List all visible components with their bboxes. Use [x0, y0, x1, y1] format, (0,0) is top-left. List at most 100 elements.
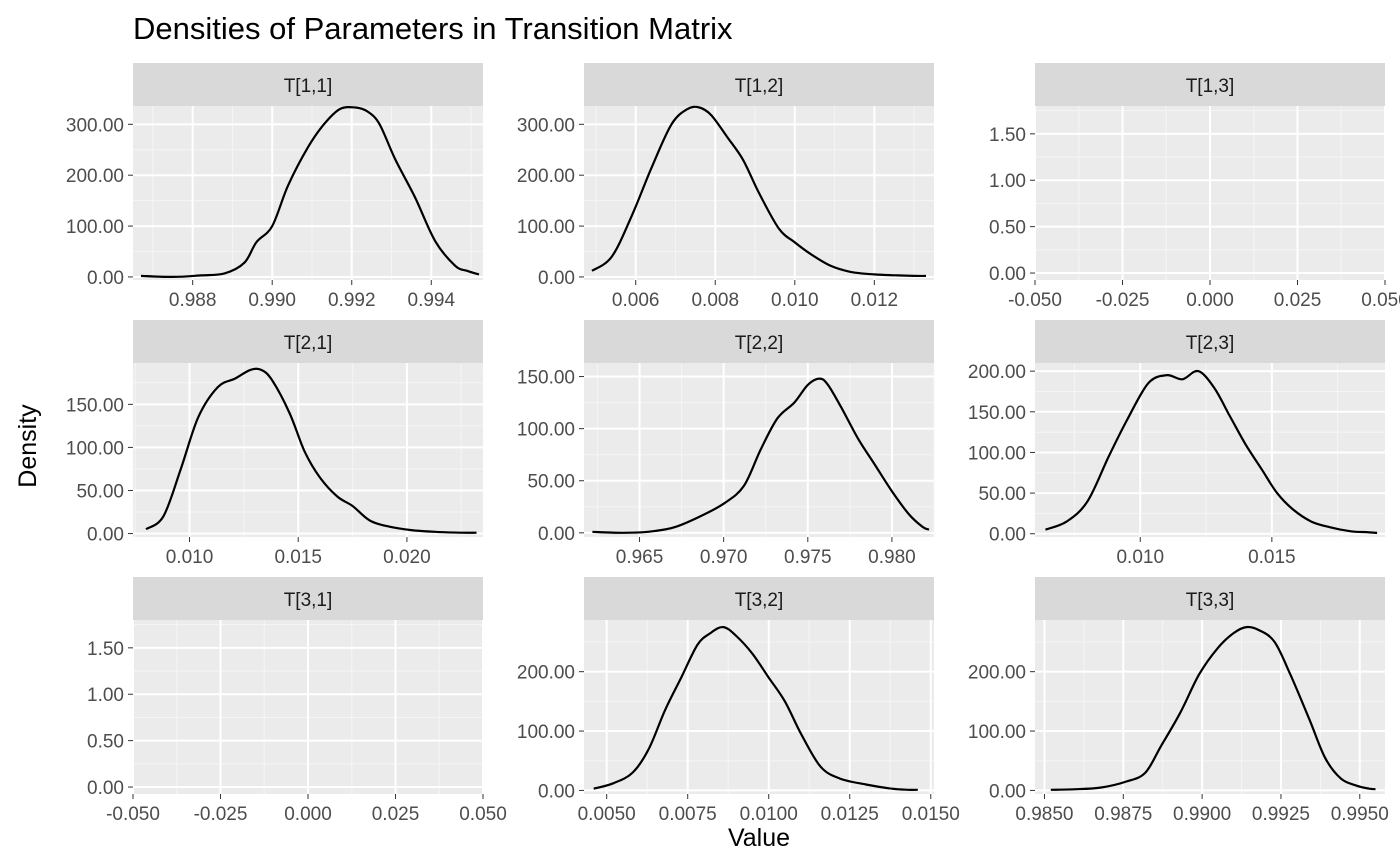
- y-tick-label: 0.00: [989, 525, 1026, 546]
- y-axis-title: Density: [14, 404, 42, 488]
- y-tick-label: 1.50: [87, 639, 124, 660]
- x-tick-label: 0.990: [248, 290, 296, 311]
- y-tick-label: 0.00: [87, 778, 124, 799]
- density-curve: [593, 625, 918, 791]
- facet-panels: T[1,1] 0.988 0.990 0.992 0.994 0.00 100.00 200.…: [66, 63, 1400, 825]
- x-tick-label: 0.0125: [821, 804, 879, 825]
- facet-strip: [1035, 577, 1385, 620]
- y-tick-label: 100.00: [517, 217, 575, 238]
- x-tick-label: 0.025: [1274, 290, 1322, 311]
- x-tick-label: 0.0100: [740, 804, 798, 825]
- density-curve: [592, 377, 930, 534]
- x-axis-title: Value: [728, 824, 790, 852]
- y-tick-label: 0.50: [989, 218, 1026, 239]
- y-tick-label: 200.00: [968, 663, 1026, 684]
- y-tick-label: 50.00: [76, 481, 124, 502]
- y-tick-label: 0.00: [87, 268, 124, 289]
- x-tick-label: 0.000: [1186, 290, 1234, 311]
- facet-label: T[3,3]: [1186, 590, 1235, 611]
- panel-background: [1035, 363, 1385, 537]
- facet-strip: [1035, 63, 1385, 106]
- x-tick-label: 0.988: [169, 290, 217, 311]
- x-tick-label: 0.970: [700, 547, 748, 568]
- x-tick-label: 0.992: [328, 290, 376, 311]
- y-tick-label: 150.00: [968, 403, 1026, 424]
- facet-panel: T[3,1] -0.050 -0.025 0.000 0.025 0.050 0.00 0.5…: [87, 577, 507, 825]
- facet-panel: T[1,1] 0.988 0.990 0.992 0.994 0.00 100.00 200.…: [66, 63, 483, 311]
- x-tick-label: 0.994: [408, 290, 456, 311]
- y-tick-label: 300.00: [66, 115, 124, 136]
- y-tick-label: 100.00: [517, 722, 575, 743]
- y-tick-label: 1.00: [989, 171, 1026, 192]
- x-tick-label: 0.9950: [1331, 804, 1389, 825]
- facet-strip: [584, 320, 934, 363]
- y-tick-label: 0.50: [87, 732, 124, 753]
- x-tick-label: -0.050: [106, 804, 160, 825]
- x-tick-label: 0.0075: [659, 804, 717, 825]
- y-tick-label: 0.00: [538, 524, 575, 545]
- x-tick-label: 0.965: [616, 547, 664, 568]
- y-tick-label: 150.00: [517, 368, 575, 389]
- x-tick-label: 0.015: [1248, 547, 1296, 568]
- facet-strip: [584, 63, 934, 106]
- y-tick-label: 0.00: [538, 268, 575, 289]
- facet-panel: T[3,2] 0.0050 0.0075 0.0100 0.0125 0.0150 0.00…: [517, 577, 960, 825]
- x-tick-label: -0.025: [1096, 290, 1150, 311]
- y-tick-label: 200.00: [66, 166, 124, 187]
- y-tick-label: 1.50: [989, 125, 1026, 146]
- facet-label: T[3,2]: [735, 590, 784, 611]
- x-tick-label: 0.980: [868, 547, 916, 568]
- facet-label: T[1,2]: [735, 76, 784, 97]
- y-tick-label: 100.00: [968, 722, 1026, 743]
- y-tick-label: 1.00: [87, 685, 124, 706]
- facet-strip: [133, 63, 483, 106]
- y-tick-label: 0.00: [989, 781, 1026, 802]
- facet-strip: [133, 577, 483, 620]
- facet-strip: [1035, 320, 1385, 363]
- y-tick-label: 300.00: [517, 115, 575, 136]
- panel-background: [133, 363, 483, 537]
- facet-label: T[1,1]: [284, 76, 333, 97]
- y-tick-label: 0.00: [989, 264, 1026, 285]
- x-tick-label: 0.010: [166, 547, 214, 568]
- density-curve: [140, 105, 480, 279]
- facet-label: T[2,2]: [735, 333, 784, 354]
- y-tick-label: 100.00: [517, 420, 575, 441]
- facet-panel: T[2,3] 0.010 0.015 0.00 50.00 100.00 150.00 200…: [968, 320, 1385, 568]
- density-curve: [145, 367, 477, 534]
- facet-label: T[1,3]: [1186, 76, 1235, 97]
- x-tick-label: 0.9900: [1173, 804, 1231, 825]
- y-tick-label: 100.00: [66, 438, 124, 459]
- y-tick-label: 0.00: [538, 781, 575, 802]
- y-tick-label: 100.00: [968, 443, 1026, 464]
- x-tick-label: 0.020: [383, 547, 431, 568]
- x-tick-label: 0.025: [372, 804, 420, 825]
- x-tick-label: 0.010: [771, 290, 819, 311]
- panel-background: [584, 620, 934, 794]
- y-tick-label: 50.00: [527, 472, 575, 493]
- y-tick-label: 0.00: [87, 525, 124, 546]
- y-tick-label: 200.00: [517, 166, 575, 187]
- x-tick-label: 0.975: [784, 547, 832, 568]
- x-tick-label: -0.050: [1008, 290, 1062, 311]
- density-curve: [591, 105, 927, 278]
- x-tick-label: 0.010: [1116, 547, 1164, 568]
- x-tick-label: 0.9875: [1094, 804, 1152, 825]
- x-tick-label: 0.008: [691, 290, 739, 311]
- facet-panel: T[3,3] 0.9850 0.9875 0.9900 0.9925 0.9950 0.00…: [968, 577, 1389, 825]
- y-tick-label: 100.00: [66, 217, 124, 238]
- x-tick-label: 0.000: [284, 804, 332, 825]
- facet-label: T[3,1]: [284, 590, 333, 611]
- x-tick-label: 0.9925: [1252, 804, 1310, 825]
- x-tick-label: 0.050: [459, 804, 507, 825]
- x-tick-label: 0.9850: [1015, 804, 1073, 825]
- x-tick-label: 0.0150: [902, 804, 960, 825]
- chart-title: Densities of Parameters in Transition Ma…: [133, 11, 733, 46]
- facet-panel: T[1,2] 0.006 0.008 0.010 0.012 0.00 100.00 200.…: [517, 63, 934, 311]
- y-tick-label: 150.00: [66, 395, 124, 416]
- density-curve: [1050, 625, 1376, 791]
- facet-strip: [584, 577, 934, 620]
- facet-panel: T[2,1] 0.010 0.015 0.020 0.00 50.00 100.00 150.…: [66, 320, 483, 568]
- x-tick-label: 0.006: [612, 290, 660, 311]
